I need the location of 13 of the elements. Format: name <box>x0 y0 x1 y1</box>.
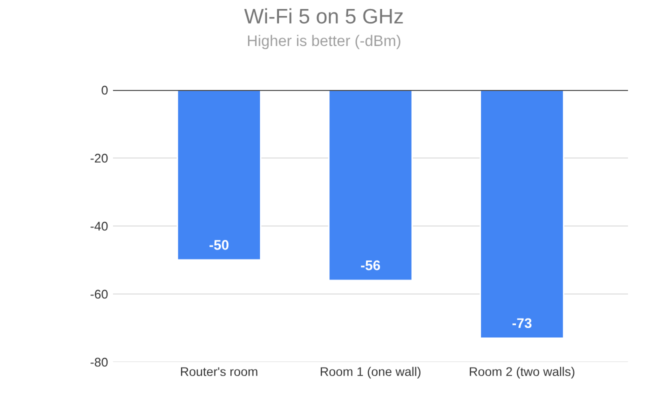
y-tick-label: -40 <box>90 222 108 231</box>
y-tick-label: -20 <box>90 154 108 163</box>
data-label: -50 <box>210 240 228 250</box>
data-label: -56 <box>361 260 380 270</box>
chart-subtitle: Higher is better (-dBm) <box>248 34 400 50</box>
data-label: -73 <box>512 318 532 328</box>
y-tick-label: -80 <box>90 358 108 367</box>
y-tick-label: 0 <box>102 86 108 95</box>
x-tick-label: Router's room <box>181 367 258 376</box>
y-tick-label: -60 <box>90 290 108 299</box>
x-tick-label: Room 2 (two walls) <box>470 366 574 379</box>
chart-title: Wi-Fi 5 on 5 GHz <box>244 8 403 24</box>
x-tick-label: Room 1 (one wall) <box>320 366 420 379</box>
